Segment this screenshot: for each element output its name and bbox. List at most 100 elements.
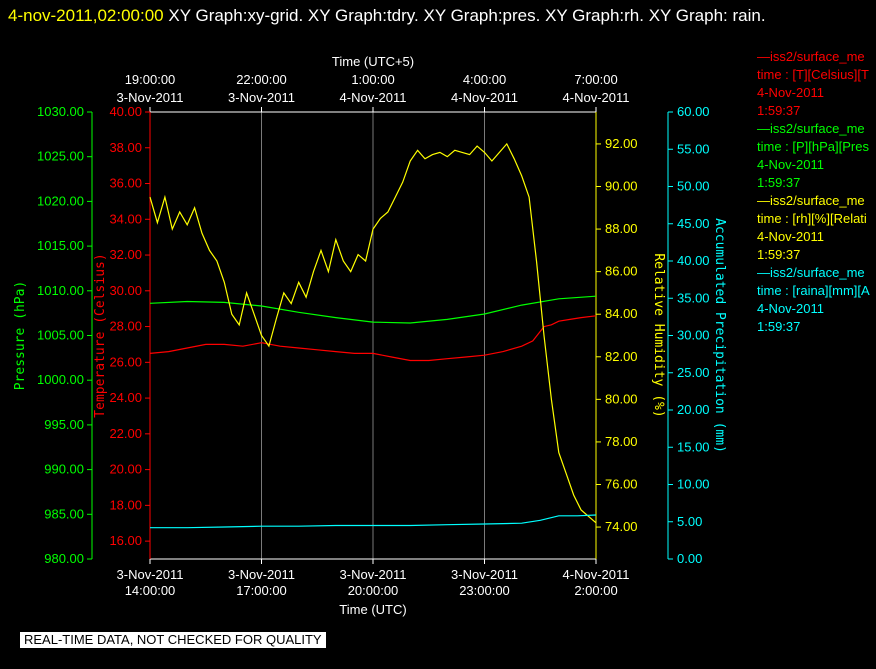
y-tick-label-rh: 74.00 [605,519,638,534]
quality-banner: REAL-TIME DATA, NOT CHECKED FOR QUALITY [20,632,326,648]
y-tick-label-rain: 30.00 [677,328,710,343]
y-tick-label-pres: 990.00 [44,462,84,477]
top-axis-label: Time (UTC+5) [332,54,414,69]
legend-var: time : [rh][%][Relati [757,211,867,226]
legend-name: —iss2/surface_me [757,265,865,280]
y-tick-label-rain: 10.00 [677,477,710,492]
y-tick-label-rain: 15.00 [677,439,710,454]
legend-name: —iss2/surface_me [757,49,865,64]
y-tick-label-temp: 24.00 [109,390,142,405]
y-tick-label-pres: 995.00 [44,417,84,432]
legend-entry: —iss2/surface_me time : [P][hPa][Pres 4-No… [757,120,876,192]
top-tick-label-time: 7:00:00 [574,72,617,87]
y-tick-label-rain: 25.00 [677,365,710,380]
top-tick-label-time: 4:00:00 [463,72,506,87]
legend-name: —iss2/surface_me [757,121,865,136]
y-tick-label-rh: 78.00 [605,434,638,449]
x-tick-label-date: 4-Nov-2011 [563,567,630,582]
top-tick-label-date: 4-Nov-2011 [451,90,518,105]
x-tick-label-date: 3-Nov-2011 [228,567,295,582]
y-tick-label-rain: 45.00 [677,216,710,231]
y-tick-label-rh: 90.00 [605,179,638,194]
series-line-temp [149,315,597,362]
x-tick-label-time: 2:00:00 [574,583,617,598]
x-tick-label-date: 3-Nov-2011 [117,567,184,582]
y-tick-label-rain: 35.00 [677,290,710,305]
y-tick-label-temp: 20.00 [109,462,142,477]
y-tick-label-rh: 76.00 [605,477,638,492]
y-tick-label-temp: 16.00 [109,533,142,548]
legend-name: —iss2/surface_me [757,193,865,208]
y-tick-label-rain: 60.00 [677,104,710,119]
legend-date: 4-Nov-2011 [757,301,824,316]
x-tick-label-date: 3-Nov-2011 [451,567,518,582]
y-tick-label-temp: 18.00 [109,497,142,512]
y-tick-label-rh: 80.00 [605,391,638,406]
timestamp: 4-nov-2011,02:00:00 [8,6,164,25]
legend-time: 1:59:37 [757,247,801,262]
x-axis-label: Time (UTC) [339,602,406,617]
y-tick-label-pres: 1020.00 [37,193,84,208]
x-tick-label-date: 3-Nov-2011 [340,567,407,582]
x-tick-label-time: 14:00:00 [125,583,176,598]
y-tick-label-rh: 86.00 [605,264,638,279]
y-tick-label-pres: 980.00 [44,551,84,566]
y-tick-label-temp: 34.00 [109,211,142,226]
page-title: 4-nov-2011,02:00:00 XY Graph:xy-grid. XY… [8,2,868,30]
y-tick-label-pres: 1000.00 [37,372,84,387]
y-tick-label-rain: 5.00 [677,514,702,529]
x-tick-label-time: 20:00:00 [348,583,399,598]
y-tick-label-temp: 26.00 [109,354,142,369]
graph-list: XY Graph:xy-grid. XY Graph:tdry. XY Grap… [168,6,766,25]
y-tick-label-temp: 36.00 [109,176,142,191]
series-line-rh [149,142,597,524]
y-tick-label-pres: 1005.00 [37,328,84,343]
y-tick-label-pres: 1025.00 [37,149,84,164]
top-tick-label-time: 19:00:00 [125,72,176,87]
y-axis-label-pres: Pressure (hPa) [13,281,28,391]
y-tick-label-temp: 32.00 [109,247,142,262]
x-tick-label-time: 17:00:00 [236,583,287,598]
top-tick-label-time: 1:00:00 [351,72,394,87]
y-tick-label-rain: 0.00 [677,551,702,566]
legend-date: 4-Nov-2011 [757,85,824,100]
top-tick-label-date: 3-Nov-2011 [117,90,184,105]
y-tick-label-rh: 82.00 [605,349,638,364]
legend-var: time : [raina][mm][A [757,283,870,298]
y-tick-label-pres: 1010.00 [37,283,84,298]
y-tick-label-rh: 88.00 [605,221,638,236]
y-tick-label-rain: 20.00 [677,402,710,417]
legend-date: 4-Nov-2011 [757,229,824,244]
top-tick-label-time: 22:00:00 [236,72,287,87]
y-tick-label-pres: 1015.00 [37,238,84,253]
legend-var: time : [T][Celsius][T [757,67,869,82]
top-tick-label-date: 4-Nov-2011 [340,90,407,105]
y-tick-label-rain: 55.00 [677,141,710,156]
series-line-rain [150,514,597,529]
x-tick-label-time: 23:00:00 [459,583,510,598]
legend-var: time : [P][hPa][Pres [757,139,869,154]
y-tick-label-rh: 84.00 [605,306,638,321]
y-tick-label-temp: 38.00 [109,140,142,155]
y-tick-label-temp: 40.00 [109,104,142,119]
series-line-pres [149,295,597,324]
y-tick-label-rain: 40.00 [677,253,710,268]
y-tick-label-pres: 1030.00 [37,104,84,119]
y-tick-label-rain: 50.00 [677,179,710,194]
legend-time: 1:59:37 [757,175,801,190]
top-tick-label-date: 4-Nov-2011 [563,90,630,105]
y-tick-label-pres: 985.00 [44,506,84,521]
y-axis-label-rh: Relative Humidity (%) [651,253,666,417]
y-tick-label-rh: 92.00 [605,136,638,151]
legend-time: 1:59:37 [757,103,801,118]
top-tick-label-date: 3-Nov-2011 [228,90,295,105]
y-tick-label-temp: 22.00 [109,426,142,441]
y-axis-label-temp: Temperature (Celsius) [93,253,108,417]
y-tick-label-temp: 28.00 [109,319,142,334]
y-tick-label-temp: 30.00 [109,283,142,298]
y-axis-label-rain: Accumulated Precipitation (mm) [712,218,727,453]
